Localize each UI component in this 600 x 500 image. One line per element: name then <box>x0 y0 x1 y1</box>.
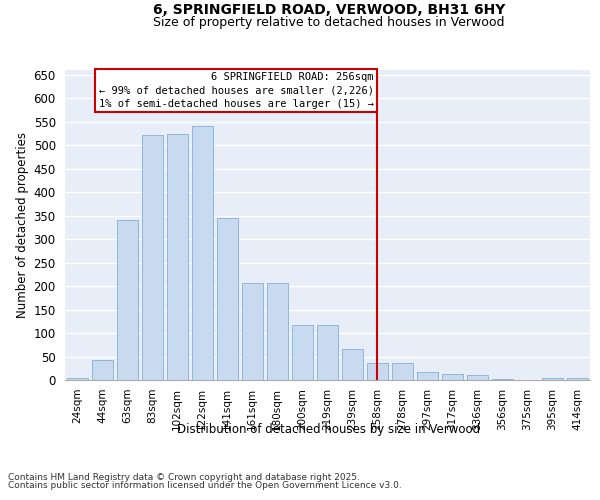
Bar <box>392 362 413 380</box>
Text: Size of property relative to detached houses in Verwood: Size of property relative to detached ho… <box>153 16 505 29</box>
Bar <box>116 220 138 380</box>
Bar <box>242 283 263 380</box>
Bar <box>442 374 463 380</box>
Bar <box>142 135 163 380</box>
Bar <box>367 362 388 380</box>
Bar <box>317 324 338 380</box>
Bar <box>542 378 563 380</box>
Bar <box>266 283 288 380</box>
Text: Contains public sector information licensed under the Open Government Licence v3: Contains public sector information licen… <box>8 482 401 490</box>
Y-axis label: Number of detached properties: Number of detached properties <box>16 132 29 318</box>
Bar <box>416 372 438 380</box>
Bar <box>341 348 363 380</box>
Bar <box>217 218 238 380</box>
Text: 6 SPRINGFIELD ROAD: 256sqm
← 99% of detached houses are smaller (2,226)
1% of se: 6 SPRINGFIELD ROAD: 256sqm ← 99% of deta… <box>98 72 374 108</box>
Bar <box>467 376 488 380</box>
Bar <box>67 378 88 380</box>
Text: 6, SPRINGFIELD ROAD, VERWOOD, BH31 6HY: 6, SPRINGFIELD ROAD, VERWOOD, BH31 6HY <box>152 2 505 16</box>
Bar <box>566 378 588 380</box>
Text: Distribution of detached houses by size in Verwood: Distribution of detached houses by size … <box>177 422 481 436</box>
Bar <box>191 126 213 380</box>
Bar <box>292 324 313 380</box>
Text: Contains HM Land Registry data © Crown copyright and database right 2025.: Contains HM Land Registry data © Crown c… <box>8 472 359 482</box>
Bar <box>491 378 513 380</box>
Bar <box>167 134 188 380</box>
Bar <box>92 360 113 380</box>
